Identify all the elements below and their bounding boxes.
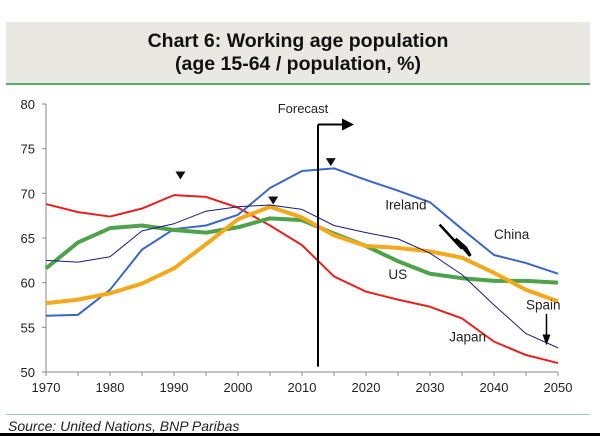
x-tick-label: 2020 [352,380,381,395]
ireland-pointer-arrow-head-icon [454,237,472,257]
x-tick-label: 2030 [416,380,445,395]
x-tick-label: 1980 [96,380,125,395]
x-tick-label: 1990 [160,380,189,395]
series-label-ireland: Ireland [385,197,426,212]
series-label-japan: Japan [449,330,486,345]
chart-title-box: Chart 6: Working age population (age 15-… [6,22,590,85]
series-line-japan [45,194,559,365]
forecast-arrow-icon [342,118,354,131]
peak-marker-icon [325,158,336,167]
line-chart: 50 55 60 65 70 75 80 1970 1980 1990 2000 2010 2020 20… [21,97,573,395]
ireland-pointer-arrow [438,223,463,250]
x-tick-label: 2000 [224,380,253,395]
y-tick-label: 50 [21,365,35,380]
x-tick-label: 2040 [480,380,509,395]
series-line-china [45,167,559,317]
series-line-spain [45,204,559,306]
spain-pointer-arrow-head-icon [542,334,551,346]
x-tick-label: 2010 [288,380,317,395]
series-label-spain: Spain [526,297,561,312]
series-line-ireland [45,204,559,349]
y-tick-label: 70 [21,186,35,201]
y-tick-label: 65 [21,231,35,246]
peak-marker-icon [268,196,279,205]
chart-subtitle: (age 15-64 / population, %) [175,53,421,75]
y-tick-label: 80 [21,97,35,112]
series-line-us [44,216,559,285]
y-tick-label: 75 [21,142,35,157]
source-note: Source: United Nations, BNP Paribas [8,418,240,434]
chart-title: Chart 6: Working age population [147,30,449,52]
forecast-label: Forecast [278,101,329,116]
y-tick-label: 60 [21,276,35,291]
y-tick-label: 55 [21,320,35,335]
x-tick-label: 2050 [544,380,573,395]
series-label-us: US [388,267,407,282]
bottom-border [0,433,600,436]
series-label-china: China [494,227,530,242]
peak-marker-icon [175,171,186,180]
x-tick-label: 1970 [32,380,61,395]
divider [6,414,590,415]
